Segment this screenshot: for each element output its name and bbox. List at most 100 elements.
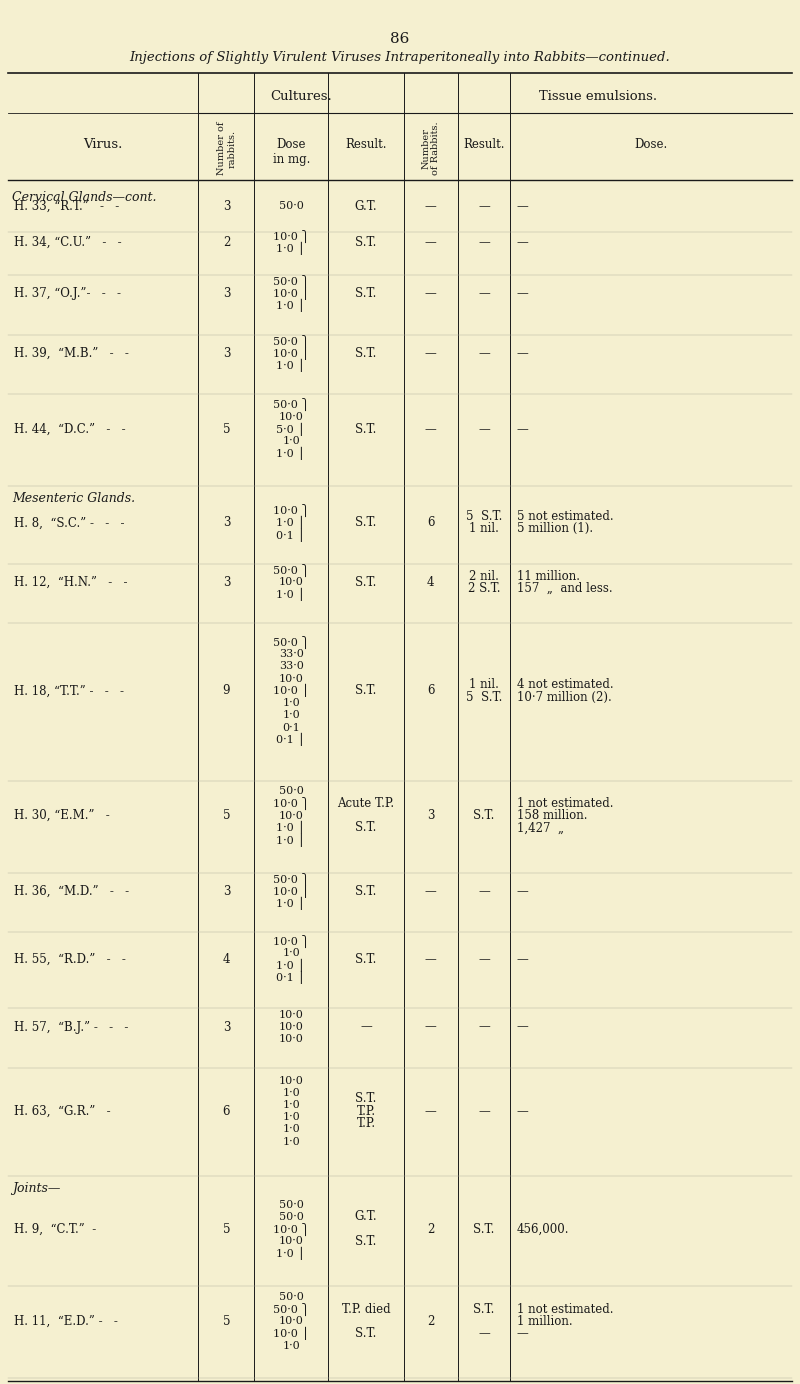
- Text: G.T.: G.T.: [354, 1211, 378, 1223]
- Text: —: —: [478, 1327, 490, 1340]
- Text: S.T.: S.T.: [474, 1222, 494, 1236]
- Text: —: —: [517, 1020, 529, 1034]
- Text: S.T.: S.T.: [355, 288, 377, 300]
- Text: S.T.: S.T.: [355, 821, 377, 835]
- Text: 10·0: 10·0: [278, 674, 304, 684]
- Text: Joints—: Joints—: [12, 1182, 60, 1194]
- Text: 50·0: 50·0: [278, 201, 304, 212]
- Text: 3: 3: [222, 884, 230, 898]
- Text: 1·0: 1·0: [282, 948, 300, 958]
- Text: Dose
in mg.: Dose in mg.: [273, 138, 310, 166]
- Text: 3: 3: [427, 810, 434, 822]
- Text: S.T.: S.T.: [474, 1302, 494, 1316]
- Text: —: —: [425, 1020, 437, 1034]
- Text: —: —: [425, 884, 437, 898]
- Text: 10·0: 10·0: [278, 1034, 304, 1045]
- Text: 1 million.: 1 million.: [517, 1315, 573, 1327]
- Text: 1·0: 1·0: [282, 1136, 300, 1147]
- Text: T.P.: T.P.: [357, 1117, 375, 1129]
- Text: —: —: [478, 1020, 490, 1034]
- Text: H. 36,  “M.D.”   -   -: H. 36, “M.D.” - -: [14, 884, 130, 898]
- Text: 50·0 ⎫: 50·0 ⎫: [273, 873, 310, 886]
- Text: 10·0: 10·0: [278, 1010, 304, 1020]
- Text: —: —: [478, 199, 490, 213]
- Text: —: —: [478, 1104, 490, 1118]
- Text: 0·1 ⎪: 0·1 ⎪: [276, 972, 306, 984]
- Text: 5: 5: [222, 810, 230, 822]
- Text: S.T.: S.T.: [355, 1327, 377, 1340]
- Text: 3: 3: [222, 199, 230, 213]
- Text: 3: 3: [222, 576, 230, 590]
- Text: 5·0 ⎪: 5·0 ⎪: [276, 422, 306, 436]
- Text: 10·0 ⎪: 10·0 ⎪: [273, 884, 310, 898]
- Text: 1·0: 1·0: [282, 710, 300, 720]
- Text: 50·0: 50·0: [278, 1200, 304, 1210]
- Text: 1·0 ⎪: 1·0 ⎪: [276, 959, 306, 972]
- Text: H. 12,  “H.N.”   -   -: H. 12, “H.N.” - -: [14, 576, 128, 590]
- Text: T.P.: T.P.: [357, 1104, 375, 1118]
- Text: 1·0: 1·0: [282, 1088, 300, 1098]
- Text: S.T.: S.T.: [355, 952, 377, 966]
- Text: 10·0: 10·0: [278, 1075, 304, 1085]
- Text: H. 33, “R.T.”   -   -: H. 33, “R.T.” - -: [14, 199, 120, 213]
- Text: —: —: [425, 952, 437, 966]
- Text: 3: 3: [222, 347, 230, 360]
- Text: H. 37, “O.J.”-   -   -: H. 37, “O.J.”- - -: [14, 288, 122, 300]
- Text: 1·0 ⎪: 1·0 ⎪: [276, 242, 306, 255]
- Text: S.T.: S.T.: [355, 1235, 377, 1248]
- Text: —: —: [517, 1104, 529, 1118]
- Text: 0·1 ⎪: 0·1 ⎪: [276, 529, 306, 541]
- Text: 2: 2: [427, 1222, 434, 1236]
- Text: Acute T.P.: Acute T.P.: [338, 797, 394, 810]
- Text: Dose.: Dose.: [634, 138, 668, 151]
- Text: 50·0: 50·0: [278, 1291, 304, 1302]
- Text: S.T.: S.T.: [355, 516, 377, 529]
- Text: 9: 9: [222, 685, 230, 698]
- Text: 3: 3: [222, 1020, 230, 1034]
- Text: 11 million.: 11 million.: [517, 570, 580, 583]
- Text: 33·0: 33·0: [278, 649, 304, 659]
- Text: 50·0 ⎫: 50·0 ⎫: [273, 399, 310, 411]
- Text: 1·0 ⎪: 1·0 ⎪: [276, 358, 306, 372]
- Text: 10·0 ⎫: 10·0 ⎫: [273, 1222, 310, 1236]
- Text: 6: 6: [427, 685, 434, 698]
- Text: 50·0 ⎫: 50·0 ⎫: [273, 635, 310, 649]
- Text: Injections of Slightly Virulent Viruses Intraperitoneally into Rabbits—continued: Injections of Slightly Virulent Viruses …: [130, 51, 670, 64]
- Text: —: —: [478, 288, 490, 300]
- Text: Number
of Rabbits.: Number of Rabbits.: [421, 122, 441, 176]
- Text: 2: 2: [427, 1315, 434, 1327]
- Text: H. 34, “C.U.”   -   -: H. 34, “C.U.” - -: [14, 235, 122, 249]
- Text: 5  S.T.: 5 S.T.: [466, 691, 502, 703]
- Text: S.T.: S.T.: [355, 576, 377, 590]
- Text: H. 9,  “C.T.”  -: H. 9, “C.T.” -: [14, 1222, 97, 1236]
- Text: 5: 5: [222, 422, 230, 436]
- Text: 10·0 ⎪: 10·0 ⎪: [273, 684, 310, 698]
- Text: H. 8,  “S.C.” -   -   -: H. 8, “S.C.” - - -: [14, 516, 125, 529]
- Text: 50·0 ⎫: 50·0 ⎫: [273, 1302, 310, 1316]
- Text: 10·0: 10·0: [278, 811, 304, 821]
- Text: H. 18, “T.T.” -   -   -: H. 18, “T.T.” - - -: [14, 685, 125, 698]
- Text: 1·0 ⎪: 1·0 ⎪: [276, 588, 306, 601]
- Text: 5: 5: [222, 1222, 230, 1236]
- Text: 50·0: 50·0: [278, 1212, 304, 1222]
- Text: —: —: [517, 347, 529, 360]
- Text: 1 not estimated.: 1 not estimated.: [517, 797, 614, 810]
- Text: 1·0: 1·0: [282, 1113, 300, 1122]
- Text: 1·0 ⎪: 1·0 ⎪: [276, 833, 306, 847]
- Text: Virus.: Virus.: [83, 138, 123, 151]
- Text: S.T.: S.T.: [474, 810, 494, 822]
- Text: S.T.: S.T.: [355, 1092, 377, 1106]
- Text: 5 not estimated.: 5 not estimated.: [517, 511, 614, 523]
- Text: —: —: [425, 347, 437, 360]
- Text: 2 S.T.: 2 S.T.: [468, 583, 500, 595]
- Text: 0·1: 0·1: [282, 722, 300, 732]
- Text: 1·0: 1·0: [282, 1100, 300, 1110]
- Text: —: —: [517, 422, 529, 436]
- Text: S.T.: S.T.: [355, 884, 377, 898]
- Text: 6: 6: [427, 516, 434, 529]
- Text: H. 63,  “G.R.”   -: H. 63, “G.R.” -: [14, 1104, 111, 1118]
- Text: —: —: [478, 235, 490, 249]
- Text: 6: 6: [222, 1104, 230, 1118]
- Text: 50·0 ⎫: 50·0 ⎫: [273, 335, 310, 347]
- Text: Tissue emulsions.: Tissue emulsions.: [539, 90, 657, 102]
